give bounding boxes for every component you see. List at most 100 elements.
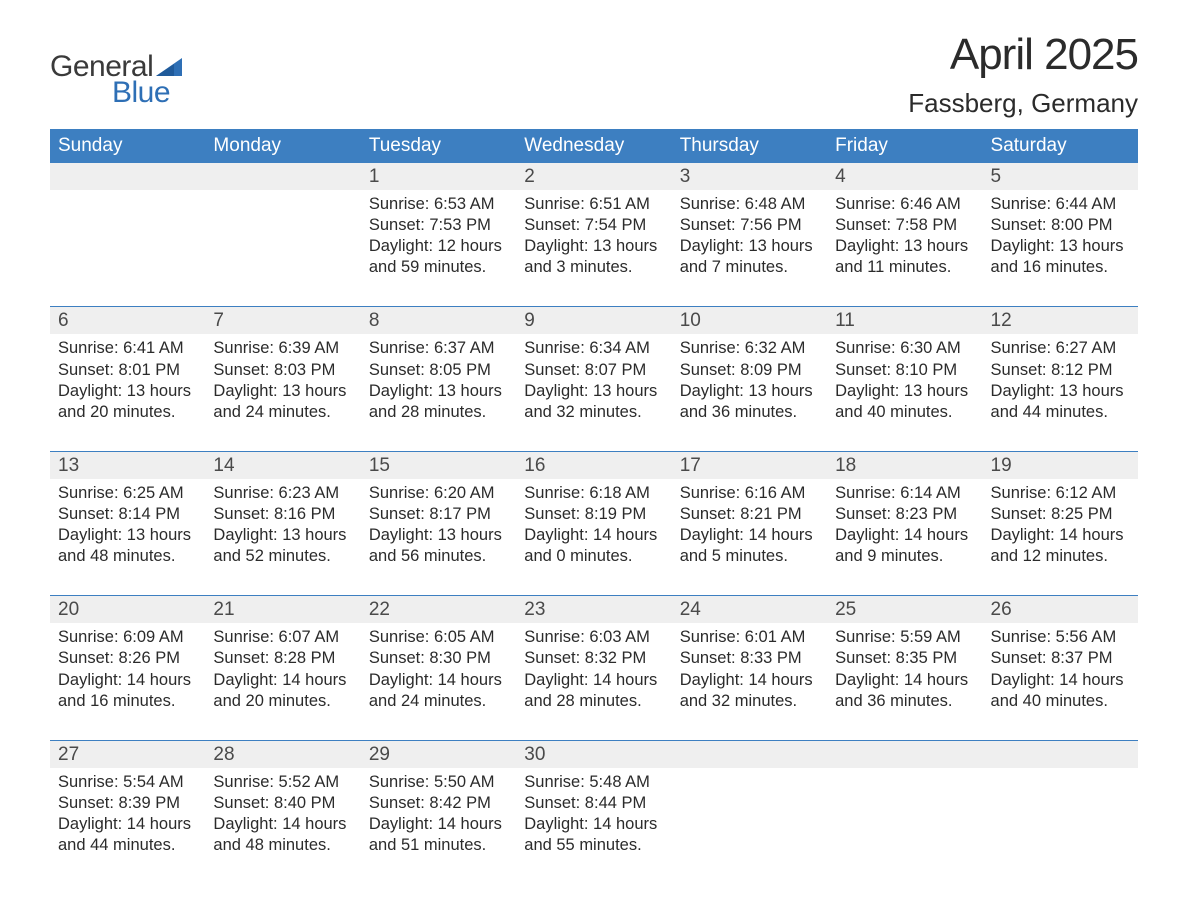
sunset-text: Sunset: 8:42 PM bbox=[369, 793, 508, 814]
sunrise-text: Sunrise: 5:50 AM bbox=[369, 772, 508, 793]
sunset-text: Sunset: 8:03 PM bbox=[213, 360, 352, 381]
day-content-row: Sunrise: 5:54 AMSunset: 8:39 PM Daylight:… bbox=[50, 768, 1138, 884]
sunset-text: Sunset: 8:21 PM bbox=[680, 504, 819, 525]
sunrise-text: Sunrise: 6:07 AM bbox=[213, 627, 352, 648]
sunset-text: Sunset: 8:39 PM bbox=[58, 793, 197, 814]
day-content-cell: Sunrise: 6:53 AMSunset: 7:53 PMDaylight:… bbox=[361, 190, 516, 307]
sunset-text: Sunset: 8:40 PM bbox=[213, 793, 352, 814]
sunrise-text: Sunrise: 6:05 AM bbox=[369, 627, 508, 648]
day-content-cell: Sunrise: 6:16 AMSunset: 8:21 PMDaylight:… bbox=[672, 479, 827, 596]
daylight-text: Daylight: 14 hours bbox=[680, 525, 819, 546]
day-header-wednesday: Wednesday bbox=[516, 129, 671, 163]
day-number-cell: 2 bbox=[516, 163, 671, 190]
daylight-text: Daylight: 14 hours bbox=[524, 814, 663, 835]
sunrise-text: Sunrise: 5:54 AM bbox=[58, 772, 197, 793]
day-content-cell: Sunrise: 6:34 AMSunset: 8:07 PMDaylight:… bbox=[516, 334, 671, 451]
day-number-cell: 1 bbox=[361, 163, 516, 190]
daylight-text: and 32 minutes. bbox=[524, 402, 663, 423]
day-number-cell: 10 bbox=[672, 307, 827, 334]
day-header-tuesday: Tuesday bbox=[361, 129, 516, 163]
day-number-cell: 27 bbox=[50, 741, 205, 768]
day-number-cell: 18 bbox=[827, 452, 982, 479]
logo: General Blue bbox=[50, 50, 182, 110]
sunset-text: Sunset: 8:00 PM bbox=[991, 215, 1130, 236]
sunrise-text: Sunrise: 6:34 AM bbox=[524, 338, 663, 359]
daylight-text: and 20 minutes. bbox=[58, 402, 197, 423]
sunrise-text: Sunrise: 6:23 AM bbox=[213, 483, 352, 504]
day-content-cell: Sunrise: 6:44 AMSunset: 8:00 PMDaylight:… bbox=[983, 190, 1138, 307]
sunrise-text: Sunrise: 6:32 AM bbox=[680, 338, 819, 359]
daylight-text: and 56 minutes. bbox=[369, 546, 508, 567]
sunset-text: Sunset: 8:07 PM bbox=[524, 360, 663, 381]
daylight-text: and 3 minutes. bbox=[524, 257, 663, 278]
daylight-text: Daylight: 14 hours bbox=[835, 525, 974, 546]
day-number-cell: 11 bbox=[827, 307, 982, 334]
day-number-row: 20212223242526 bbox=[50, 596, 1138, 623]
sunrise-text: Sunrise: 6:44 AM bbox=[991, 194, 1130, 215]
sunset-text: Sunset: 7:56 PM bbox=[680, 215, 819, 236]
day-content-cell: Sunrise: 6:48 AMSunset: 7:56 PMDaylight:… bbox=[672, 190, 827, 307]
sunrise-text: Sunrise: 6:41 AM bbox=[58, 338, 197, 359]
day-content-cell bbox=[672, 768, 827, 884]
day-content-cell: Sunrise: 5:52 AMSunset: 8:40 PMDaylight:… bbox=[205, 768, 360, 884]
daylight-text: and 52 minutes. bbox=[213, 546, 352, 567]
sunrise-text: Sunrise: 6:51 AM bbox=[524, 194, 663, 215]
day-number-cell bbox=[827, 741, 982, 768]
sunrise-text: Sunrise: 6:09 AM bbox=[58, 627, 197, 648]
sunrise-text: Sunrise: 6:48 AM bbox=[680, 194, 819, 215]
daylight-text: and 44 minutes. bbox=[58, 835, 197, 856]
daylight-text: Daylight: 13 hours bbox=[369, 381, 508, 402]
day-content-cell: Sunrise: 6:12 AMSunset: 8:25 PMDaylight:… bbox=[983, 479, 1138, 596]
day-content-row: Sunrise: 6:09 AMSunset: 8:26 PMDaylight:… bbox=[50, 623, 1138, 740]
daylight-text: Daylight: 13 hours bbox=[991, 381, 1130, 402]
day-content-cell bbox=[983, 768, 1138, 884]
day-header-monday: Monday bbox=[205, 129, 360, 163]
sunrise-text: Sunrise: 6:20 AM bbox=[369, 483, 508, 504]
sunrise-text: Sunrise: 5:48 AM bbox=[524, 772, 663, 793]
day-content-cell: Sunrise: 6:18 AMSunset: 8:19 PMDaylight:… bbox=[516, 479, 671, 596]
daylight-text: Daylight: 14 hours bbox=[991, 525, 1130, 546]
daylight-text: and 24 minutes. bbox=[369, 691, 508, 712]
sunset-text: Sunset: 8:05 PM bbox=[369, 360, 508, 381]
sunrise-text: Sunrise: 6:27 AM bbox=[991, 338, 1130, 359]
day-number-cell: 30 bbox=[516, 741, 671, 768]
day-content-cell: Sunrise: 5:56 AMSunset: 8:37 PMDaylight:… bbox=[983, 623, 1138, 740]
daylight-text: and 11 minutes. bbox=[835, 257, 974, 278]
daylight-text: Daylight: 14 hours bbox=[680, 670, 819, 691]
day-number-cell: 12 bbox=[983, 307, 1138, 334]
sunrise-text: Sunrise: 6:25 AM bbox=[58, 483, 197, 504]
day-number-cell: 25 bbox=[827, 596, 982, 623]
calendar-body: 12345Sunrise: 6:53 AMSunset: 7:53 PMDayl… bbox=[50, 163, 1138, 884]
daylight-text: Daylight: 14 hours bbox=[58, 670, 197, 691]
sunset-text: Sunset: 8:16 PM bbox=[213, 504, 352, 525]
daylight-text: Daylight: 12 hours bbox=[369, 236, 508, 257]
daylight-text: and 32 minutes. bbox=[680, 691, 819, 712]
day-number-cell: 22 bbox=[361, 596, 516, 623]
daylight-text: and 40 minutes. bbox=[835, 402, 974, 423]
day-content-cell: Sunrise: 6:37 AMSunset: 8:05 PMDaylight:… bbox=[361, 334, 516, 451]
logo-text-blue: Blue bbox=[112, 76, 170, 110]
day-number-cell: 19 bbox=[983, 452, 1138, 479]
sunrise-text: Sunrise: 6:03 AM bbox=[524, 627, 663, 648]
day-content-cell: Sunrise: 6:09 AMSunset: 8:26 PMDaylight:… bbox=[50, 623, 205, 740]
daylight-text: Daylight: 14 hours bbox=[524, 525, 663, 546]
daylight-text: Daylight: 13 hours bbox=[369, 525, 508, 546]
day-number-cell: 5 bbox=[983, 163, 1138, 190]
sunset-text: Sunset: 8:28 PM bbox=[213, 648, 352, 669]
sunset-text: Sunset: 8:10 PM bbox=[835, 360, 974, 381]
sunrise-text: Sunrise: 6:16 AM bbox=[680, 483, 819, 504]
daylight-text: and 40 minutes. bbox=[991, 691, 1130, 712]
daylight-text: and 59 minutes. bbox=[369, 257, 508, 278]
sunrise-text: Sunrise: 6:01 AM bbox=[680, 627, 819, 648]
day-number-cell: 7 bbox=[205, 307, 360, 334]
daylight-text: and 55 minutes. bbox=[524, 835, 663, 856]
title-block: April 2025 Fassberg, Germany bbox=[908, 30, 1138, 119]
daylight-text: and 48 minutes. bbox=[213, 835, 352, 856]
sunset-text: Sunset: 8:33 PM bbox=[680, 648, 819, 669]
daylight-text: and 28 minutes. bbox=[369, 402, 508, 423]
day-number-cell: 14 bbox=[205, 452, 360, 479]
day-number-cell: 13 bbox=[50, 452, 205, 479]
day-content-cell: Sunrise: 6:41 AMSunset: 8:01 PMDaylight:… bbox=[50, 334, 205, 451]
flag-icon bbox=[156, 58, 182, 76]
header: General Blue April 2025 Fassberg, German… bbox=[50, 30, 1138, 119]
